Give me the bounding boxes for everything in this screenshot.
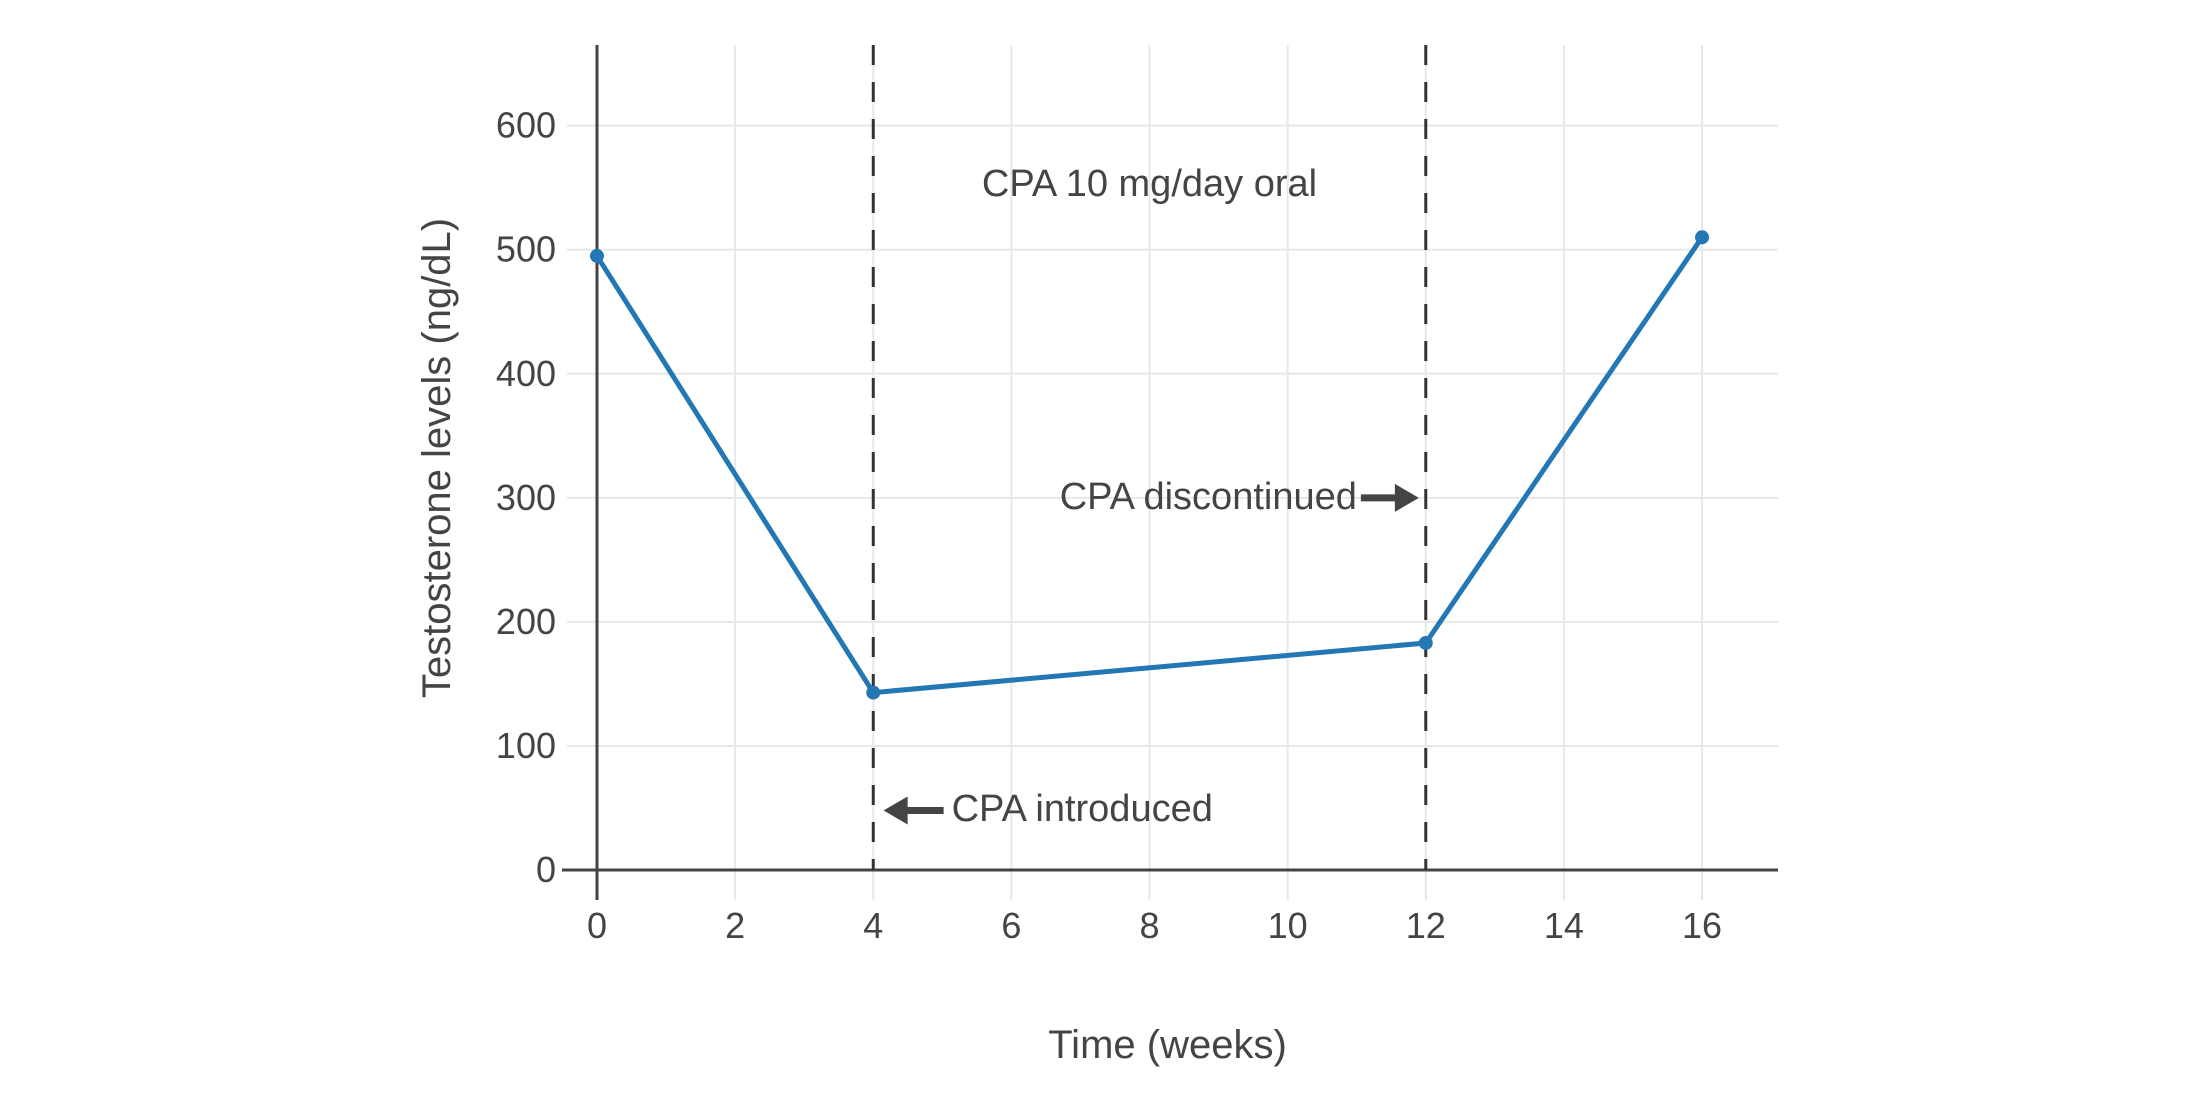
- series-line: [594, 234, 1705, 696]
- y-tick-label: 500: [496, 229, 556, 270]
- data-point-week-0: [590, 248, 604, 263]
- data-point-week-16: [1695, 230, 1710, 245]
- annotation-cpa-discontinued: CPA discontinued: [1059, 475, 1357, 518]
- data-point-week-4: [866, 685, 881, 700]
- y-tick-label: 300: [496, 477, 556, 518]
- y-tick-label: 200: [496, 601, 556, 642]
- x-tick-label: 6: [1001, 905, 1021, 946]
- x-tick-label: 12: [1406, 905, 1446, 946]
- x-tick-label: 2: [725, 905, 745, 946]
- y-tick-label: 100: [496, 725, 556, 766]
- annotation-treatment-label: CPA 10 mg/day oral: [981, 163, 1318, 206]
- x-tick-label: 4: [863, 905, 883, 946]
- arrow-left-icon: [883, 796, 908, 825]
- y-tick-label: 600: [496, 105, 556, 146]
- x-tick-label: 8: [1139, 905, 1159, 946]
- x-tick-label: 10: [1268, 905, 1308, 946]
- y-tick-label: 400: [496, 353, 556, 394]
- x-axis-title: Time (weeks): [1048, 1023, 1287, 1067]
- data-point-week-12: [1418, 635, 1433, 650]
- x-tick-label: 14: [1544, 905, 1584, 946]
- y-axis-title: Testosterone levels (ng/dL): [415, 217, 459, 698]
- x-tick-label: 16: [1682, 905, 1722, 946]
- y-tick-label: 0: [536, 849, 556, 890]
- arrow-right-icon: [1394, 483, 1419, 512]
- x-tick-label: 0: [587, 905, 607, 946]
- annotation-cpa-introduced: CPA introduced: [951, 788, 1213, 831]
